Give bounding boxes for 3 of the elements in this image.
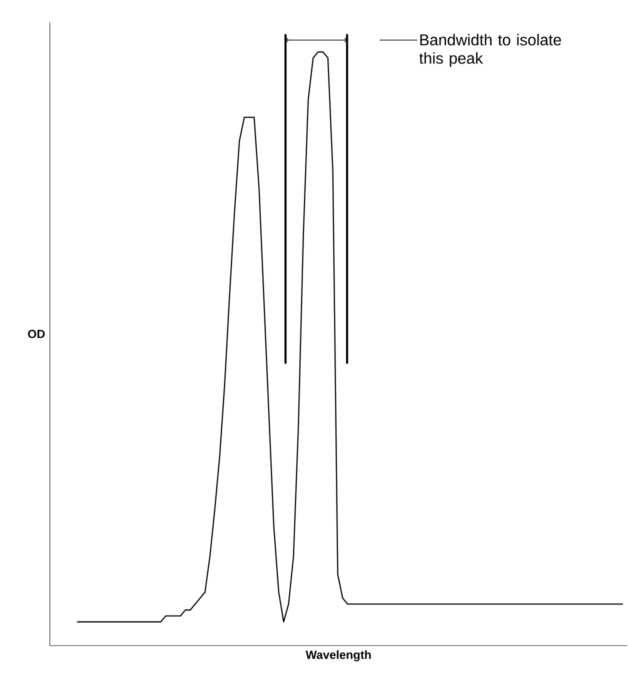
y-axis-title: OD bbox=[28, 330, 45, 338]
annotation: Bandwidth to isolate this peak bbox=[420, 34, 562, 67]
x-axis-title: Wavelength bbox=[306, 650, 371, 662]
